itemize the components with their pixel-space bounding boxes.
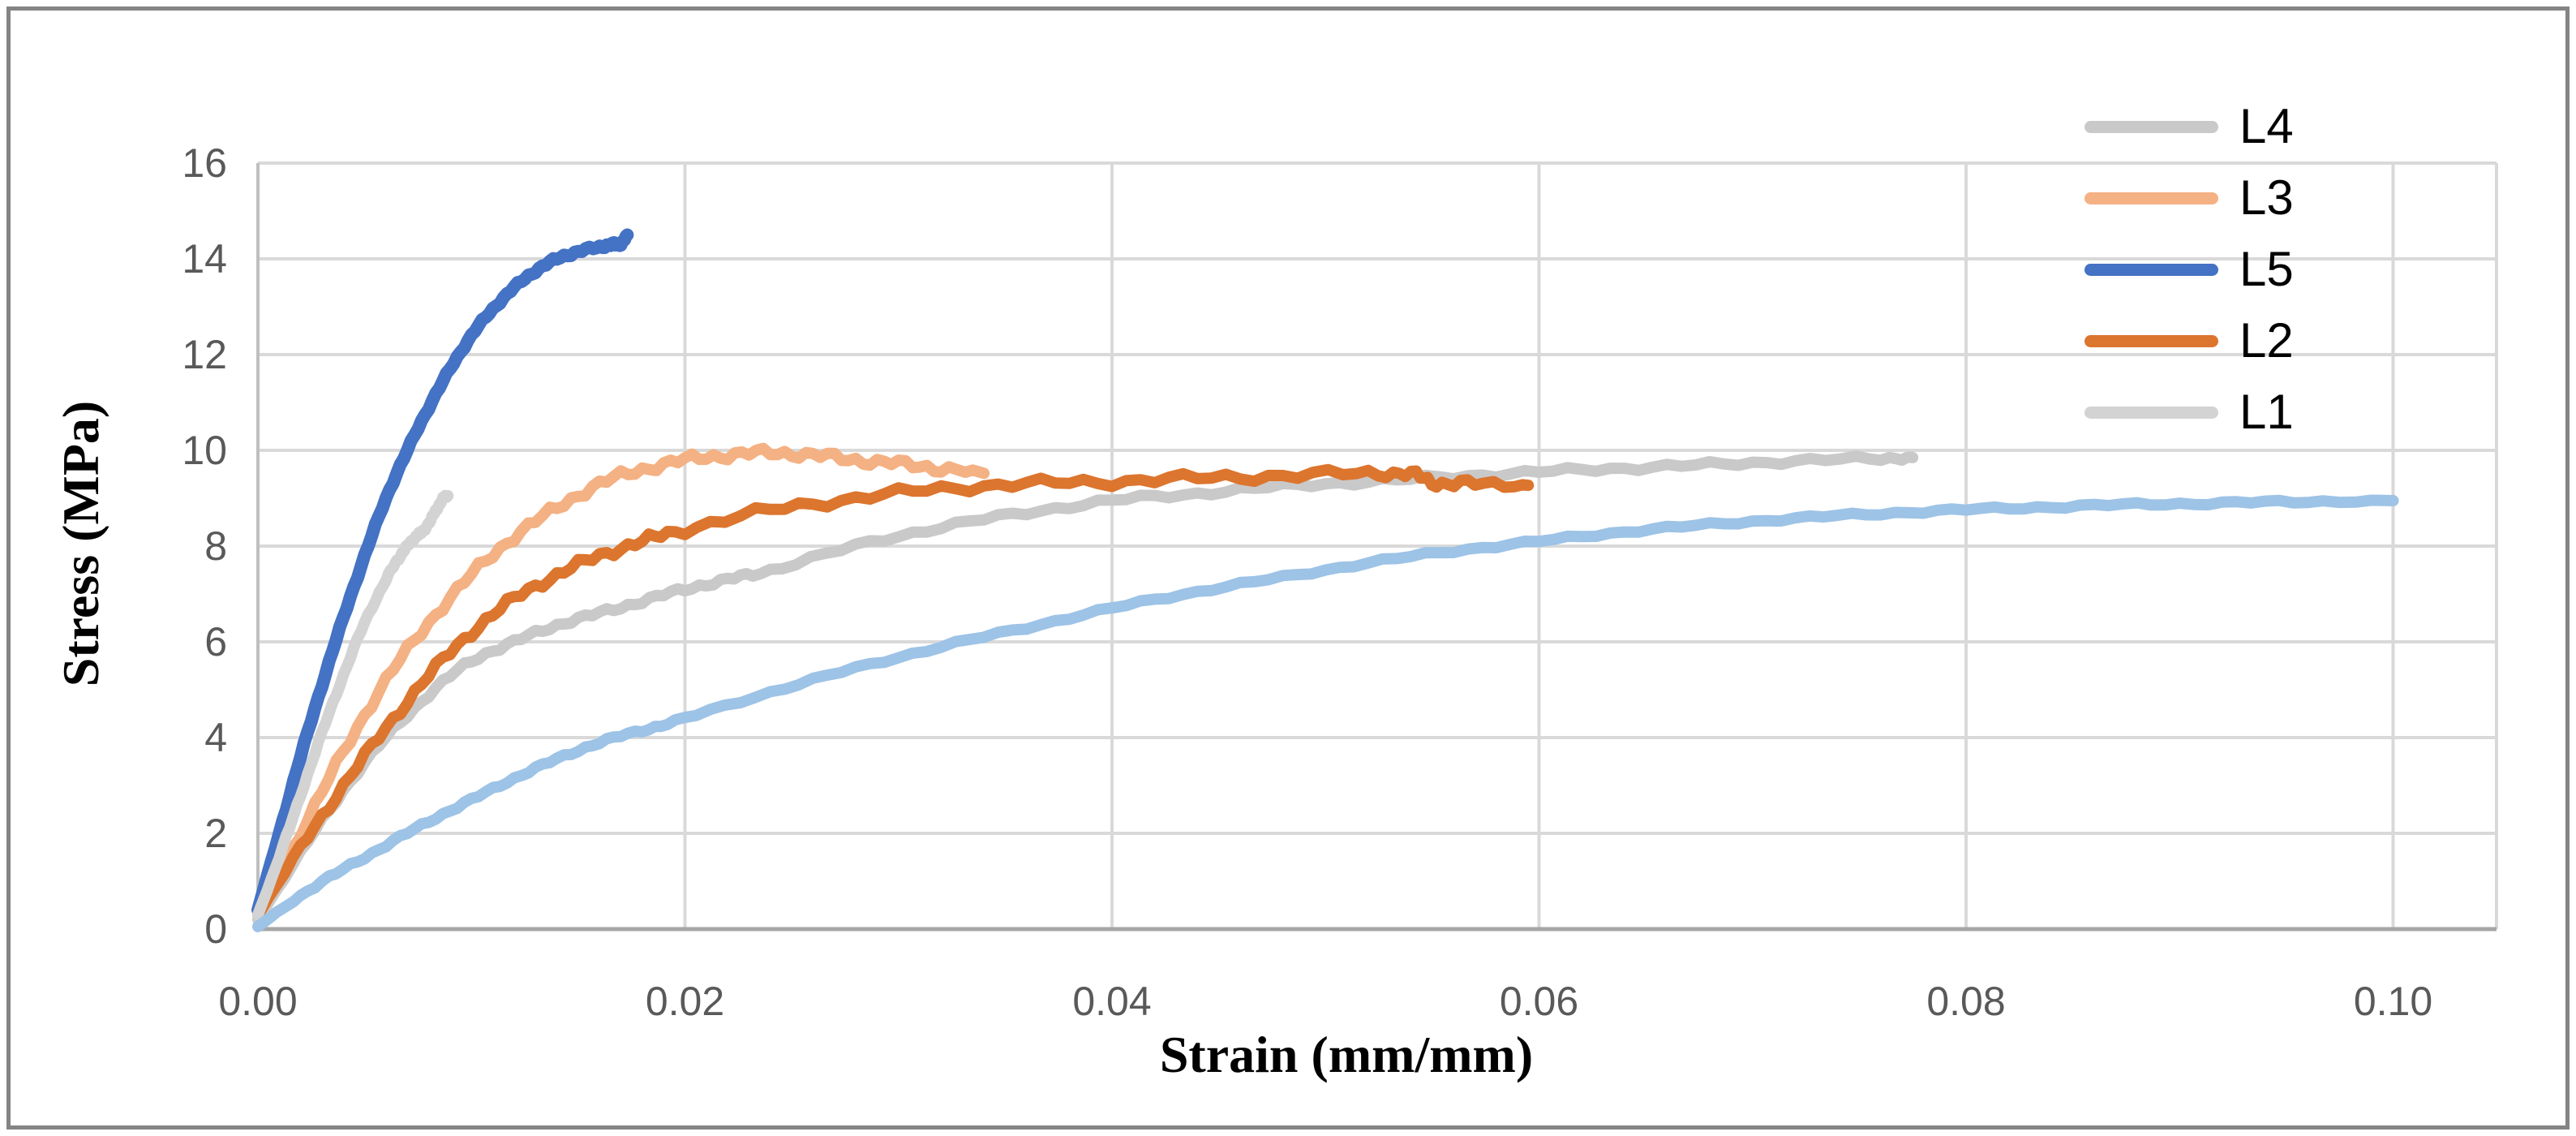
y-tick-label: 8 xyxy=(204,523,227,569)
series-line-L1 xyxy=(252,489,454,921)
legend-swatch-L4 xyxy=(2084,120,2218,133)
y-tick-label: 10 xyxy=(182,428,227,473)
y-tick-label: 0 xyxy=(204,906,227,952)
legend-swatch-L1 xyxy=(2084,406,2218,419)
y-tick-label: 14 xyxy=(182,236,227,282)
series-line-L5 xyxy=(251,228,634,917)
y-tick-label: 12 xyxy=(182,332,227,377)
legend-label: L4 xyxy=(2239,99,2294,153)
series-line-unlabeled-light-blue xyxy=(252,494,2399,932)
x-tick-label: 0.08 xyxy=(1926,979,2006,1024)
series-line-L3 xyxy=(252,442,990,921)
legend-item-L3: L3 xyxy=(2084,162,2294,234)
y-tick-label: 2 xyxy=(204,811,227,856)
y-tick-label: 4 xyxy=(204,715,227,760)
legend-label: L3 xyxy=(2239,170,2294,225)
legend-item-L1: L1 xyxy=(2084,377,2294,448)
x-tick-label: 0.06 xyxy=(1499,979,1579,1024)
x-tick-label: 0.04 xyxy=(1072,979,1152,1024)
legend-swatch-L3 xyxy=(2084,191,2218,204)
series-line-L2 xyxy=(252,463,1535,921)
legend-swatch-L2 xyxy=(2084,334,2218,347)
x-tick-label: 0.00 xyxy=(218,979,298,1024)
legend: L4 L3 L5 L2 L1 xyxy=(2084,91,2294,448)
legend-swatch-L5 xyxy=(2084,263,2218,276)
x-axis-title: Strain (mm/mm) xyxy=(1159,1026,1534,1083)
series-line-L4 xyxy=(252,450,1919,926)
legend-item-L5: L5 xyxy=(2084,234,2294,305)
legend-label: L1 xyxy=(2239,385,2294,439)
y-tick-label: 6 xyxy=(204,619,227,665)
legend-item-L4: L4 xyxy=(2084,91,2294,162)
y-tick-label: 16 xyxy=(182,140,227,186)
legend-label: L5 xyxy=(2239,242,2294,296)
y-axis-title: Stress (MPa) xyxy=(52,400,109,687)
legend-label: L2 xyxy=(2239,313,2294,368)
legend-item-L2: L2 xyxy=(2084,305,2294,377)
x-tick-label: 0.02 xyxy=(645,979,725,1024)
x-tick-label: 0.10 xyxy=(2353,979,2433,1024)
